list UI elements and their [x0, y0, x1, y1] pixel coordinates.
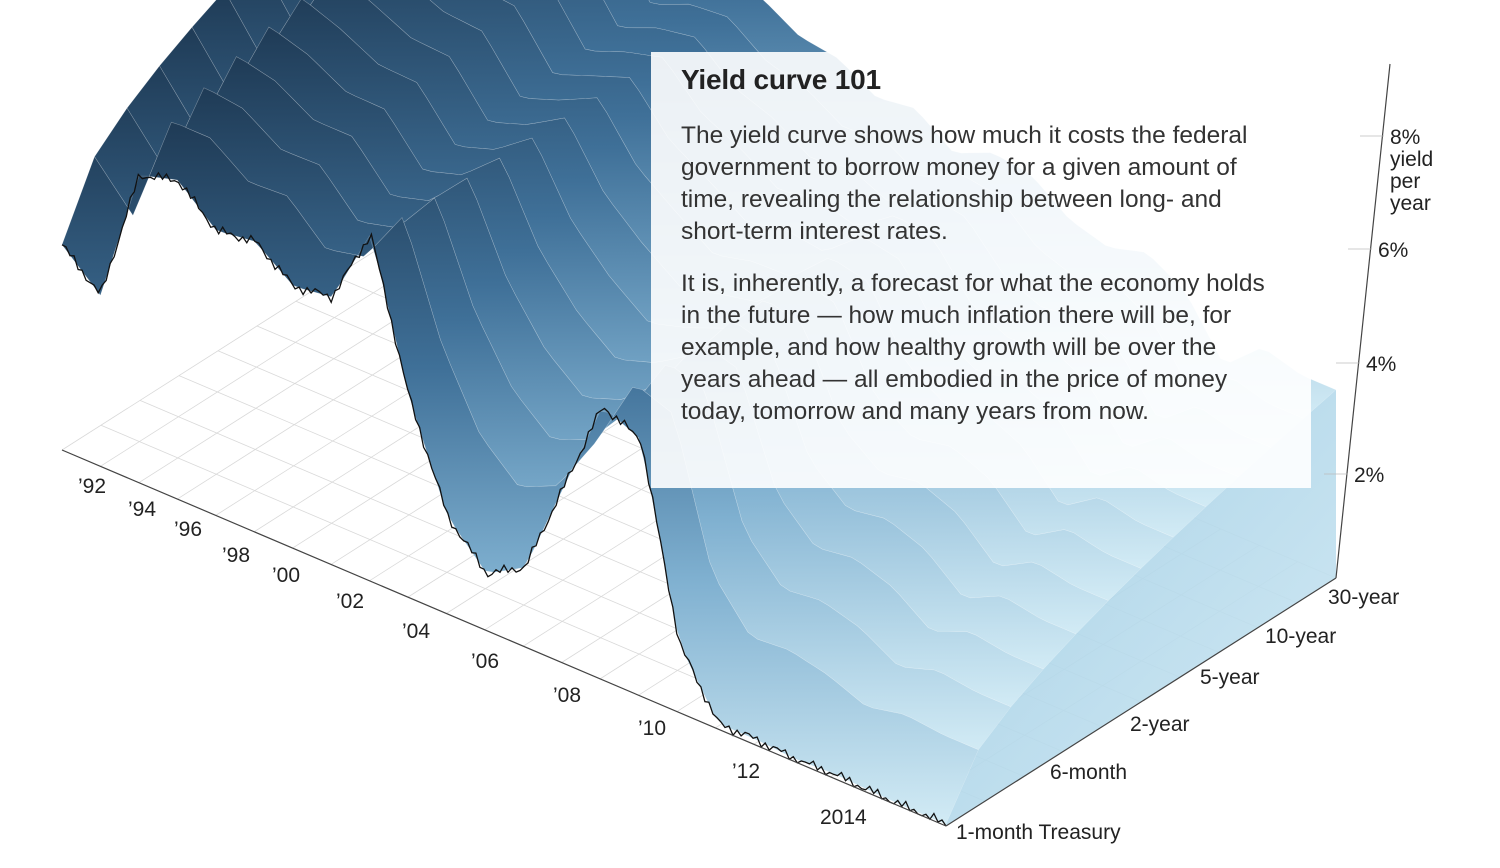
- axes: [61, 63, 1391, 827]
- year-tick-label: ’04: [402, 620, 430, 643]
- yield-axis-title-line: yield: [1390, 148, 1433, 171]
- surface-end-wall: [946, 389, 1336, 826]
- year-tick-label: ’02: [336, 590, 364, 613]
- maturity-tick-label: 2-year: [1130, 713, 1190, 736]
- year-tick-label: ’12: [732, 760, 760, 783]
- info-paragraph-1: The yield curve shows how much it costs …: [681, 122, 1248, 245]
- maturity-tick-label: 10-year: [1265, 625, 1336, 648]
- info-paragraph-2: It is, inherently, a forecast for what t…: [681, 270, 1265, 425]
- year-tick-label: ’06: [471, 650, 499, 673]
- year-tick-label: ’10: [638, 717, 666, 740]
- year-tick-label: ’98: [222, 544, 250, 567]
- maturity-tick-label: 1-month Treasury: [956, 821, 1121, 844]
- yield-tick-label: 8%: [1390, 126, 1420, 149]
- yield-tick-label: 4%: [1366, 353, 1396, 376]
- year-tick-label: ’96: [174, 518, 202, 541]
- info-title: Yield curve 101: [681, 64, 881, 95]
- axis-labels: ’92 ’94 ’96 ’98 ’00 ’02 ’04 ’06 ’08 ’10 ’12 2014 1-m…: [78, 126, 1433, 844]
- time-axis-line: [61, 449, 947, 827]
- info-panel: Yield curve 101 The yield curve shows ho…: [651, 52, 1311, 488]
- year-tick-label: 2014: [820, 806, 867, 829]
- yield-tick-label: 2%: [1354, 464, 1384, 487]
- year-tick-label: ’00: [272, 564, 300, 587]
- year-tick-label: ’94: [128, 498, 156, 521]
- maturity-tick-label: 5-year: [1200, 666, 1260, 689]
- yield-axis-line: [1335, 63, 1391, 579]
- maturity-tick-label: 6-month: [1050, 761, 1127, 784]
- maturity-axis-line: [945, 577, 1337, 827]
- maturity-tick-label: 30-year: [1328, 586, 1399, 609]
- year-tick-label: ’08: [553, 684, 581, 707]
- yield-axis-title-line: year: [1390, 192, 1431, 215]
- yield-tick-label: 6%: [1378, 239, 1408, 262]
- yield-axis-title-line: per: [1390, 170, 1420, 193]
- year-tick-label: ’92: [78, 475, 106, 498]
- front-edge-line: [61, 171, 947, 827]
